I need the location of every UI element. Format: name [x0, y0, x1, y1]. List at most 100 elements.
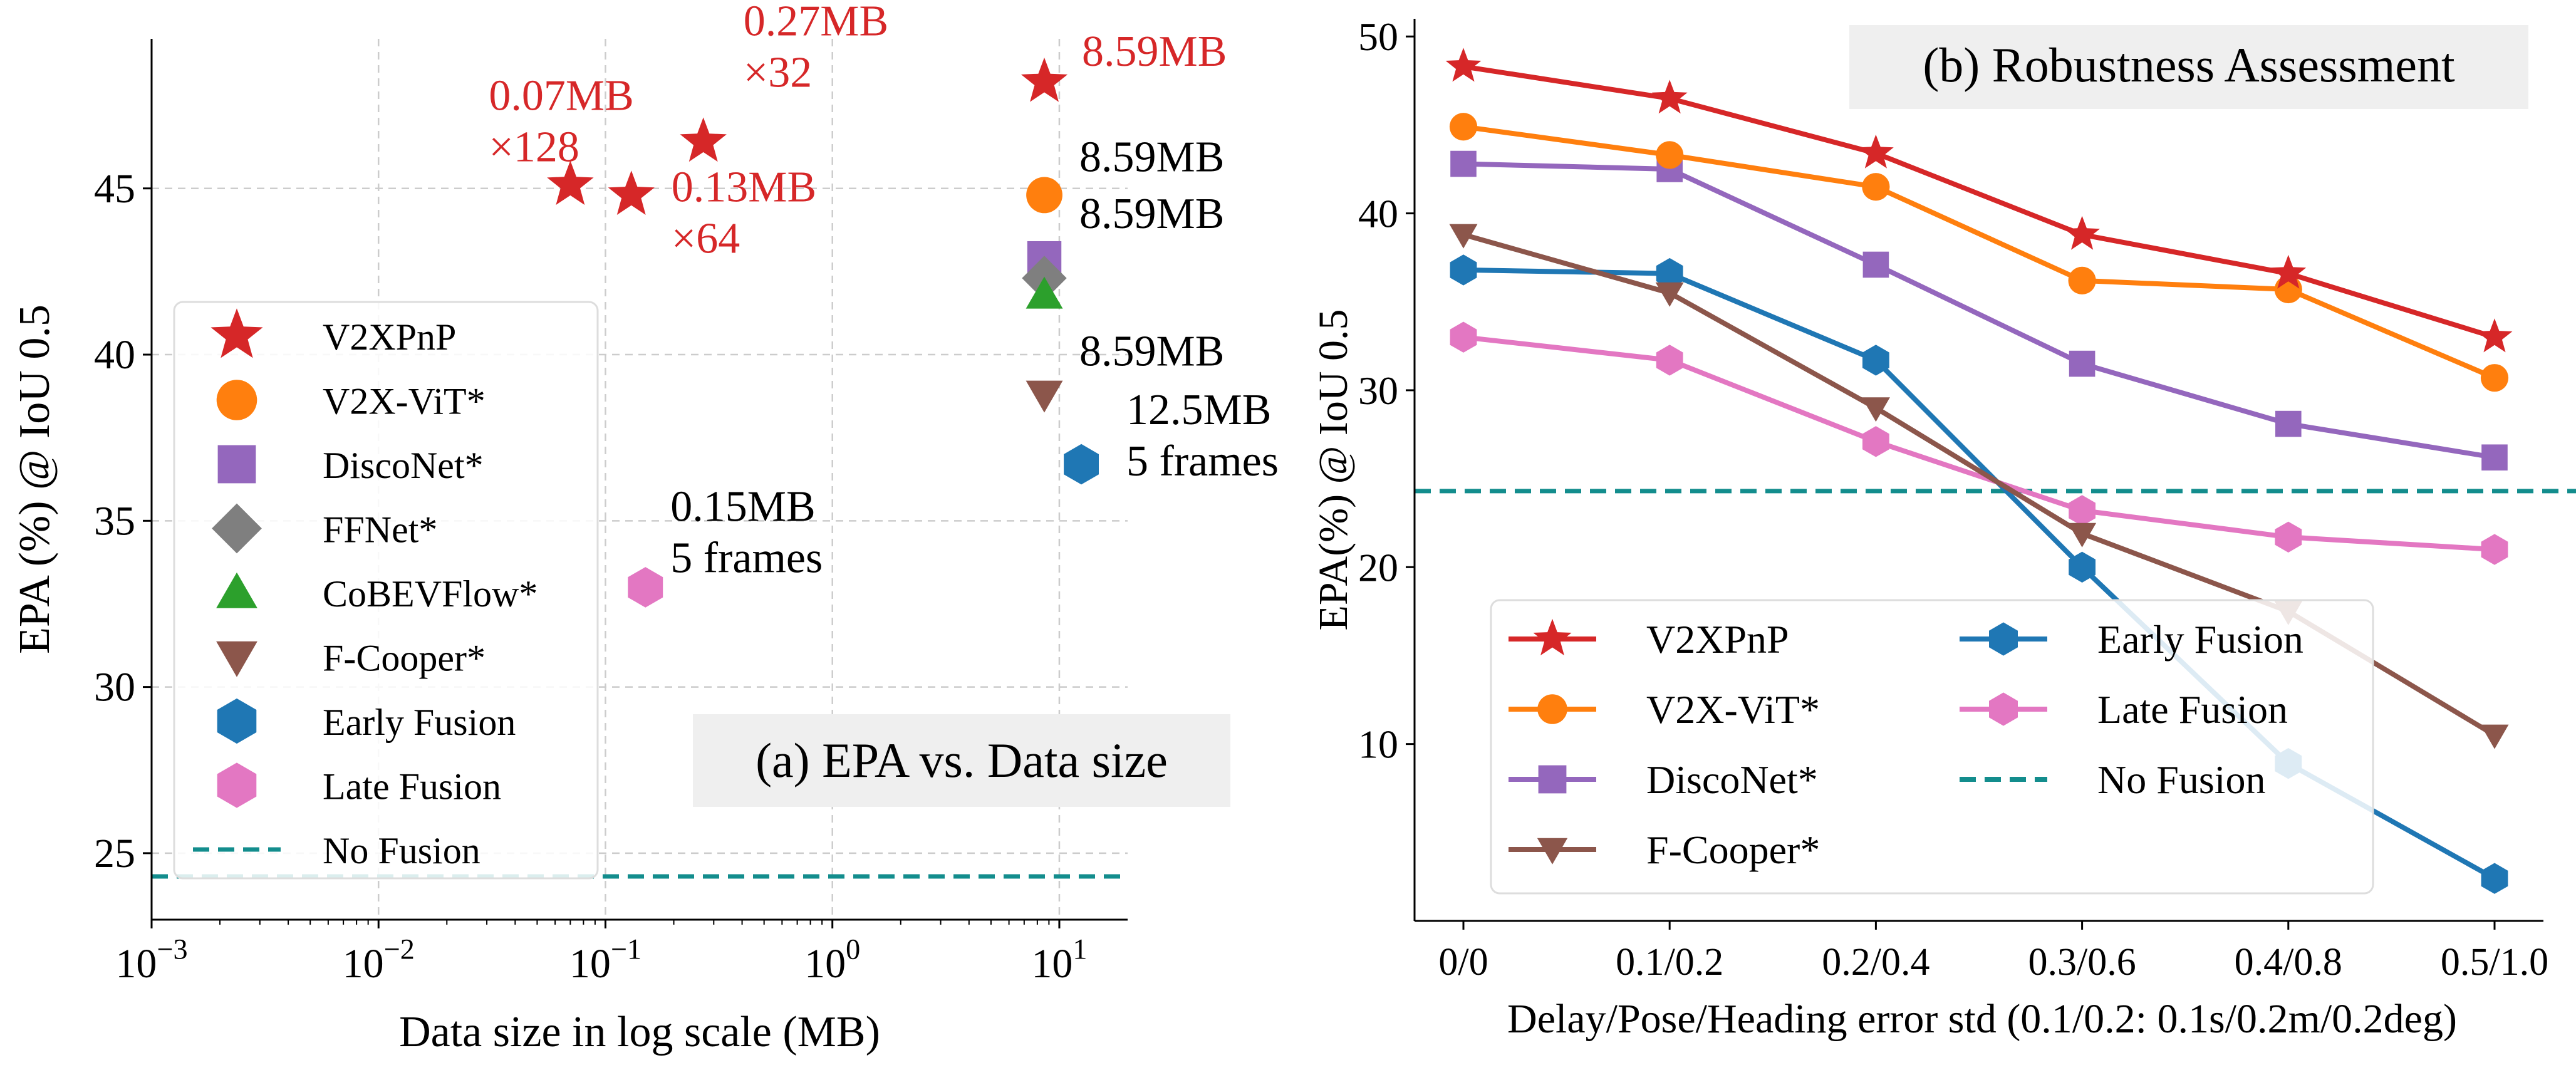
data-point	[1655, 282, 1684, 307]
x-tick-label: 0.5/1.0	[2441, 941, 2548, 984]
data-label: 0.13MB	[672, 163, 816, 211]
y-tick-label: 30	[1358, 368, 1398, 413]
data-point	[1656, 257, 1683, 289]
legend-swatch	[210, 308, 263, 358]
data-label: 12.5MB	[1126, 386, 1271, 434]
legend-label: V2X-ViT*	[1646, 687, 1820, 732]
panel-b-robustness-assessment: 10 20 30 40 50 0/0 0.1/0.2 0.2/0.4 0.3/0.6 0.4/0.…	[1311, 14, 2576, 1042]
data-point	[1449, 224, 1478, 249]
data-point	[1656, 141, 1684, 169]
panel-a-epa-vs-data-size: 25 30 35 40 45 10−3 10−2 10−1 100 101 Data size in…	[11, 0, 1279, 1056]
legend-label: Late Fusion	[323, 766, 501, 808]
series-line	[1463, 161, 2495, 460]
data-point	[2481, 444, 2508, 471]
legend-swatch	[216, 380, 257, 420]
y-tick-label: 25	[94, 831, 135, 876]
legend-swatch	[1533, 618, 1572, 656]
legend-swatch	[217, 445, 256, 484]
legend-label: DiscoNet*	[323, 445, 484, 486]
data-point	[1862, 251, 1889, 278]
data-point	[2068, 266, 2096, 294]
data-point	[1026, 380, 1063, 413]
data-label: 0.15MB	[670, 482, 815, 531]
legend-label: No Fusion	[323, 830, 480, 871]
legend-swatch	[1537, 838, 1568, 865]
legend-label: Early Fusion	[323, 702, 516, 743]
data-point	[1651, 80, 1688, 114]
legend-box	[173, 301, 599, 880]
series-line	[1463, 64, 2496, 340]
legend-label: DiscoNet*	[1646, 757, 1818, 802]
data-point	[2069, 350, 2096, 377]
data-point	[2069, 495, 2096, 526]
legend-swatch	[217, 698, 257, 744]
data-point	[1656, 345, 1683, 376]
y-tick-label: 30	[94, 665, 135, 710]
data-label: 8.59MB	[1082, 28, 1227, 76]
data-point	[1449, 113, 1478, 141]
x-tick-label: 100	[804, 933, 860, 987]
data-point	[547, 160, 594, 205]
x-tick-label: 0.2/0.4	[1822, 941, 1929, 984]
x-tick-label: 0.3/0.6	[2028, 941, 2136, 984]
data-label: 5 frames	[1126, 437, 1279, 486]
chart-title: (a) EPA vs. Data size	[756, 733, 1168, 787]
legend-swatch	[217, 762, 257, 808]
y-tick-label: 40	[1358, 192, 1398, 236]
x-tick-label: 10−2	[343, 933, 415, 987]
data-point	[1861, 397, 1890, 422]
legend-label: F-Cooper*	[323, 638, 486, 679]
y-tick-label: 35	[94, 498, 135, 544]
data-point	[1450, 150, 1477, 177]
data-label: ×32	[744, 48, 812, 96]
data-point	[2064, 216, 2100, 250]
data-point	[608, 170, 655, 215]
data-point	[1026, 276, 1063, 309]
data-point	[628, 567, 663, 608]
data-point	[1862, 345, 1889, 376]
data-label: 8.59MB	[1079, 328, 1224, 376]
data-label: 8.59MB	[1079, 190, 1224, 238]
legend-swatch	[1538, 765, 1567, 794]
data-point	[1026, 177, 1062, 214]
y-tick-label: 10	[1358, 722, 1398, 767]
data-point	[2068, 522, 2097, 548]
series-line	[1463, 335, 2495, 553]
data-point	[1450, 321, 1477, 353]
data-point	[2275, 410, 2302, 437]
x-tick-label: 0/0	[1438, 941, 1488, 984]
title-box	[693, 714, 1230, 807]
legend-label: F-Cooper*	[1646, 828, 1820, 872]
data-point	[2480, 364, 2509, 392]
legend-label: V2XPnP	[1646, 617, 1789, 662]
data-point	[2480, 724, 2509, 749]
title-box	[1849, 25, 2528, 109]
data-point	[1450, 254, 1477, 286]
x-tick-label: 0.1/0.2	[1616, 941, 1723, 984]
legend-label: CoBEVFlow*	[323, 573, 538, 615]
data-point	[1862, 426, 1889, 457]
data-label: 0.27MB	[744, 0, 888, 45]
y-tick-label: 40	[94, 332, 135, 378]
data-point	[680, 117, 727, 162]
legend-swatch	[216, 641, 257, 677]
data-point	[1862, 173, 1890, 201]
legend-swatch	[1537, 694, 1567, 724]
data-point	[1021, 57, 1068, 102]
legend-swatch	[212, 503, 262, 554]
chart-title: (b) Robustness Assessment	[1923, 38, 2455, 92]
legend-label: Early Fusion	[2097, 617, 2303, 662]
x-axis-label: Delay/Pose/Heading error std (0.1/0.2: 0…	[1507, 996, 2457, 1042]
legend-box	[1490, 599, 2374, 895]
y-axis-label: EPA(%) @ IoU 0.5	[1311, 309, 1356, 631]
data-label: 5 frames	[670, 534, 823, 582]
data-label: ×128	[489, 123, 579, 171]
legend-swatch	[1989, 692, 2018, 726]
y-tick-label: 45	[94, 166, 135, 212]
data-point	[2069, 551, 2096, 583]
data-point	[2481, 534, 2508, 565]
x-tick-label: 101	[1031, 933, 1087, 987]
legend-swatch	[1989, 622, 2018, 656]
x-tick-label: 10−3	[115, 933, 187, 987]
